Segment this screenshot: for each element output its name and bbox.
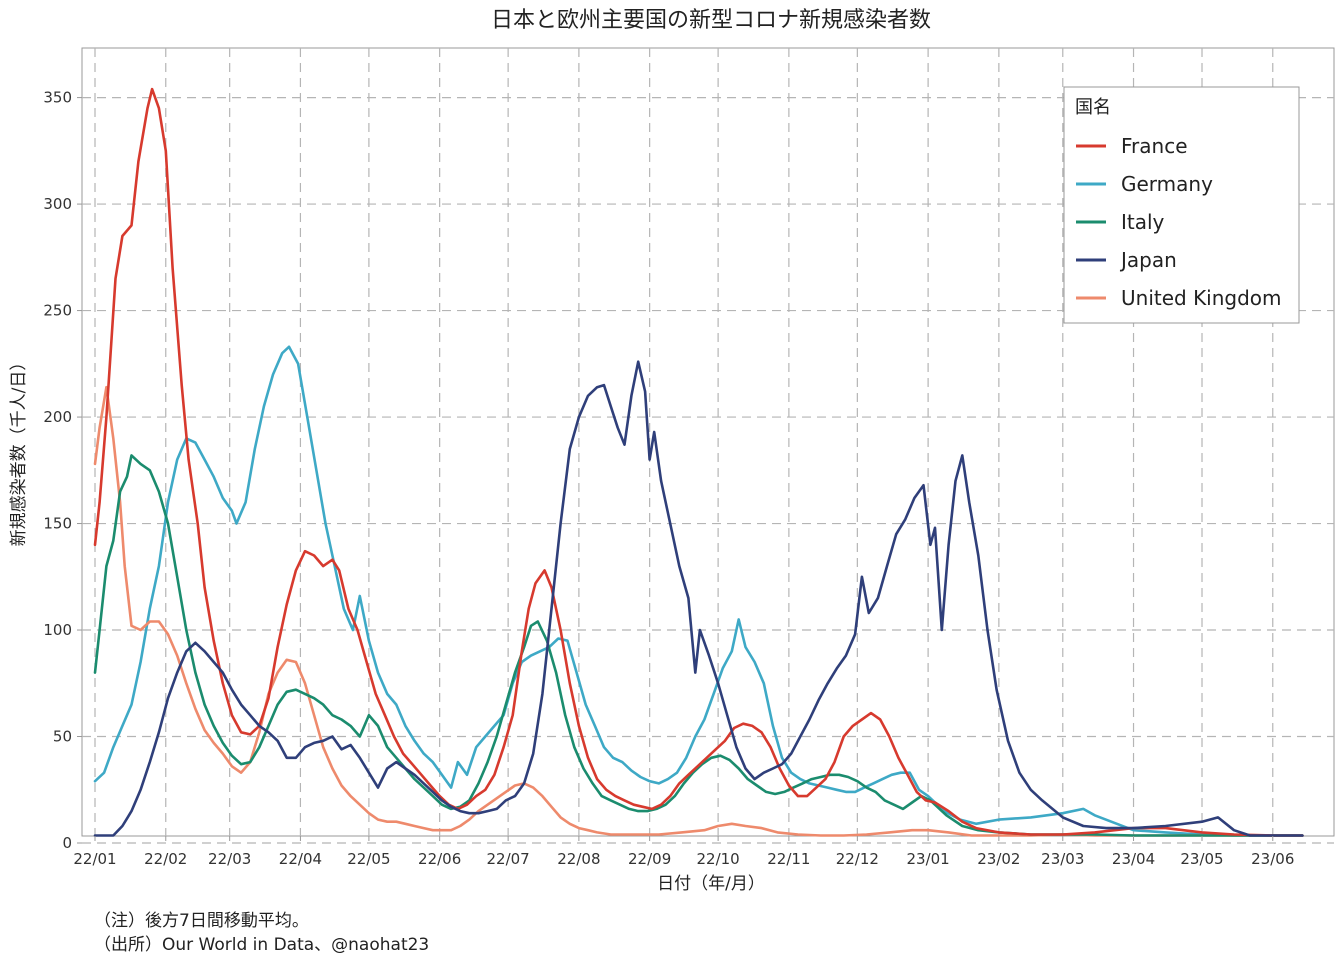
x-tick-label: 23/03 xyxy=(1041,850,1084,868)
footnote: （注）後方7日間移動平均。 xyxy=(94,911,309,931)
legend-label: France xyxy=(1121,134,1188,158)
source-note: （出所）Our World in Data、@naohat23 xyxy=(94,935,430,955)
x-tick-label: 22/04 xyxy=(279,850,322,868)
x-tick-label: 22/11 xyxy=(767,850,810,868)
x-tick-label: 23/04 xyxy=(1112,850,1155,868)
y-tick-label: 0 xyxy=(62,834,72,852)
series-line-japan xyxy=(93,360,1304,837)
legend-title: 国名 xyxy=(1075,97,1111,118)
plot-frame xyxy=(81,47,1335,837)
y-axis-ticks: 0 50 100 150 200 250 300 350 xyxy=(43,89,82,852)
y-tick-label: 300 xyxy=(43,195,72,213)
x-tick-label: 22/03 xyxy=(208,850,251,868)
x-axis-ticks: 22/01 22/02 22/03 22/04 22/05 22/06 22/07 22/08… xyxy=(73,836,1294,868)
y-axis-title: 新規感染者数（千人/日） xyxy=(9,354,29,547)
legend-items: France Germany Italy Japan United Kingdom xyxy=(1076,134,1282,310)
series-line-united-kingdom xyxy=(93,385,1304,837)
series-line-italy xyxy=(93,454,1304,837)
legend-label: Italy xyxy=(1121,210,1165,234)
x-tick-label: 23/02 xyxy=(977,850,1020,868)
x-tick-label: 22/12 xyxy=(836,850,879,868)
y-tick-label: 250 xyxy=(43,302,72,320)
x-tick-label: 22/10 xyxy=(697,850,740,868)
legend-label: United Kingdom xyxy=(1121,286,1282,310)
x-tick-label: 22/05 xyxy=(347,850,390,868)
x-tick-label: 23/01 xyxy=(906,850,949,868)
legend-box xyxy=(1063,86,1300,324)
legend-label: Germany xyxy=(1121,172,1213,196)
x-tick-label: 22/06 xyxy=(418,850,461,868)
x-tick-label: 23/06 xyxy=(1251,850,1294,868)
y-tick-label: 50 xyxy=(53,728,72,746)
y-tick-label: 150 xyxy=(43,515,72,533)
y-tick-label: 200 xyxy=(43,408,72,426)
x-tick-label: 22/07 xyxy=(487,850,530,868)
chart-title: 日本と欧州主要国の新型コロナ新規感染者数 xyxy=(491,8,931,33)
legend-label: Japan xyxy=(1119,248,1177,272)
series-line-germany xyxy=(93,345,1304,837)
x-tick-label: 22/09 xyxy=(628,850,671,868)
x-tick-label: 22/08 xyxy=(557,850,600,868)
x-tick-label: 23/05 xyxy=(1180,850,1223,868)
series-line-france xyxy=(93,87,1304,837)
x-tick-label: 22/02 xyxy=(144,850,187,868)
y-tick-label: 350 xyxy=(43,89,72,107)
x-tick-label: 22/01 xyxy=(73,850,116,868)
legend: 国名 France Germany Italy Japan United Kingdom xyxy=(1063,86,1300,324)
y-tick-label: 100 xyxy=(43,621,72,639)
series-lines xyxy=(93,87,1304,837)
x-axis-title: 日付（年/月） xyxy=(657,874,765,894)
